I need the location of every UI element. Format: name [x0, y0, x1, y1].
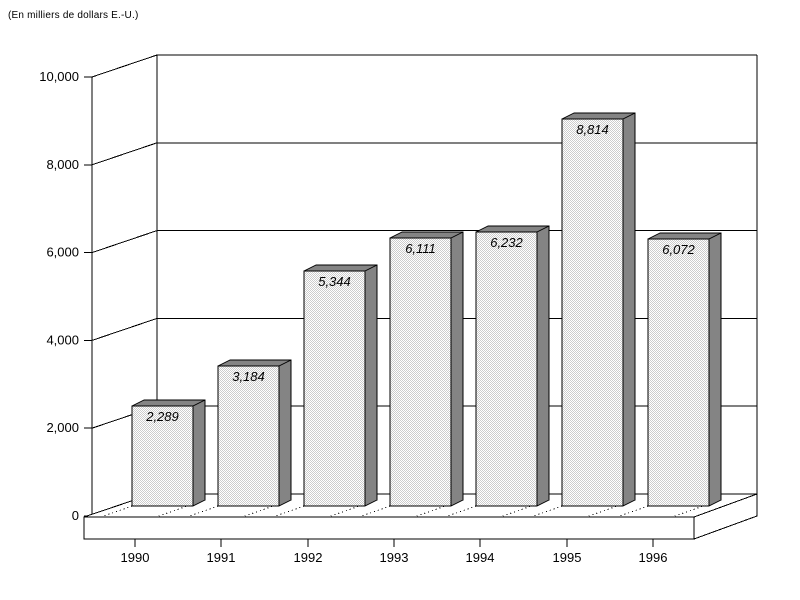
- bar-value-label: 8,814: [576, 122, 609, 137]
- bar-front-face: [217, 365, 280, 507]
- bar-1994: 6,232: [444, 225, 550, 518]
- bar-1996: 6,072: [616, 232, 722, 518]
- bar-1995: 8,814: [530, 112, 636, 518]
- bar-side-face: [536, 225, 550, 507]
- floor-right: [693, 493, 758, 540]
- bar-front-face: [475, 231, 538, 507]
- bar-value-label: 6,111: [405, 241, 436, 256]
- bar-side-face: [364, 264, 378, 507]
- y-tick-label: 8,000: [46, 157, 79, 172]
- bar-floor-guide-dotted: [444, 505, 477, 518]
- bar-front-face: [389, 237, 452, 507]
- x-tick-label-1994: 1994: [466, 550, 495, 565]
- bar-value-label: 3,184: [232, 369, 265, 384]
- bar-value-label: 6,072: [662, 242, 695, 257]
- y-tick-label: 4,000: [46, 332, 79, 347]
- bar-1990: 2,289: [100, 399, 206, 518]
- x-tick-label-1990: 1990: [121, 550, 150, 565]
- gridline-connector: [91, 54, 158, 78]
- bar-1992: 5,344: [272, 264, 378, 518]
- gridline-connector: [91, 142, 158, 166]
- bar-side-face: [450, 231, 464, 507]
- floor-front: [83, 516, 695, 540]
- bar-side-face: [622, 112, 636, 507]
- bar-front-face: [561, 118, 624, 507]
- bar-side-face: [192, 399, 206, 507]
- bar-floor-guide-dotted: [616, 505, 649, 518]
- y-tick-label: 6,000: [46, 245, 79, 260]
- bar-value-label: 2,289: [145, 409, 179, 424]
- y-tick-label: 2,000: [46, 420, 79, 435]
- gridline-connector: [91, 317, 158, 341]
- y-tick-label: 10,000: [39, 69, 79, 84]
- x-tick-label-1995: 1995: [553, 550, 582, 565]
- x-tick-label-1996: 1996: [639, 550, 668, 565]
- bar-floor-guide-dotted: [100, 505, 133, 518]
- bar-floor-guide-dotted: [358, 505, 391, 518]
- x-tick-label-1991: 1991: [207, 550, 236, 565]
- y-tick-label: 0: [72, 508, 79, 523]
- bar-1991: 3,184: [186, 359, 292, 518]
- bar-front-face: [647, 238, 710, 507]
- axis-unit-note: (En milliers de dollars E.-U.): [8, 10, 139, 21]
- gridline-connector: [91, 230, 158, 254]
- bar-1993: 6,111: [358, 231, 464, 518]
- x-tick-label-1992: 1992: [294, 550, 323, 565]
- bar-floor-guide-dotted: [272, 505, 305, 518]
- bar-value-label: 5,344: [318, 274, 351, 289]
- bar-floor-guide-dotted: [530, 505, 563, 518]
- x-tick-label-1993: 1993: [380, 550, 409, 565]
- bar-side-face: [708, 232, 722, 507]
- bar-value-label: 6,232: [490, 235, 523, 250]
- bar-front-face: [131, 405, 194, 507]
- bar-floor-guide-dotted: [186, 505, 219, 518]
- bar-side-face: [278, 359, 292, 507]
- bar-front-face: [303, 270, 366, 507]
